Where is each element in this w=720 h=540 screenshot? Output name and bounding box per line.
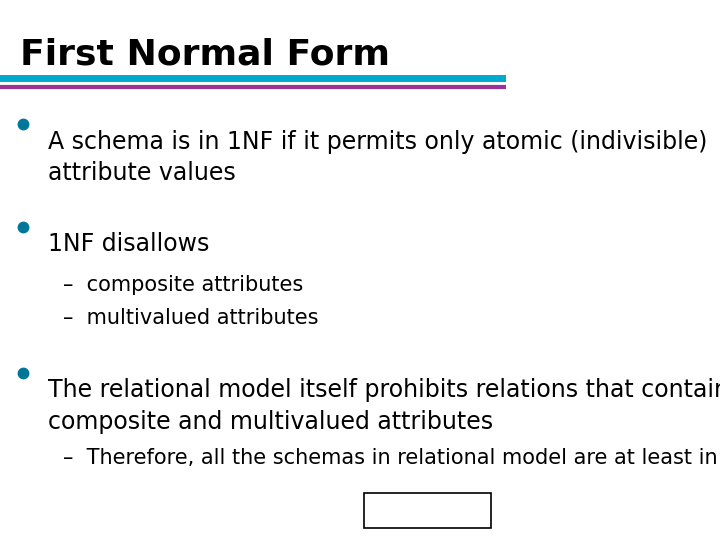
Text: –  composite attributes: – composite attributes bbox=[63, 275, 304, 295]
Text: 1NF disallows: 1NF disallows bbox=[48, 232, 210, 256]
Text: The relational model itself prohibits relations that contain
composite and multi: The relational model itself prohibits re… bbox=[48, 378, 720, 434]
Text: –  Therefore, all the schemas in relational model are at least in 1NF: – Therefore, all the schemas in relation… bbox=[63, 448, 720, 468]
Text: –  multivalued attributes: – multivalued attributes bbox=[63, 308, 319, 328]
FancyBboxPatch shape bbox=[364, 493, 491, 528]
Text: A schema is in 1NF if it permits only atomic (indivisible)
attribute values: A schema is in 1NF if it permits only at… bbox=[48, 130, 708, 185]
Text: First Normal Form: First Normal Form bbox=[20, 38, 390, 72]
Text: 8: 8 bbox=[469, 502, 481, 519]
